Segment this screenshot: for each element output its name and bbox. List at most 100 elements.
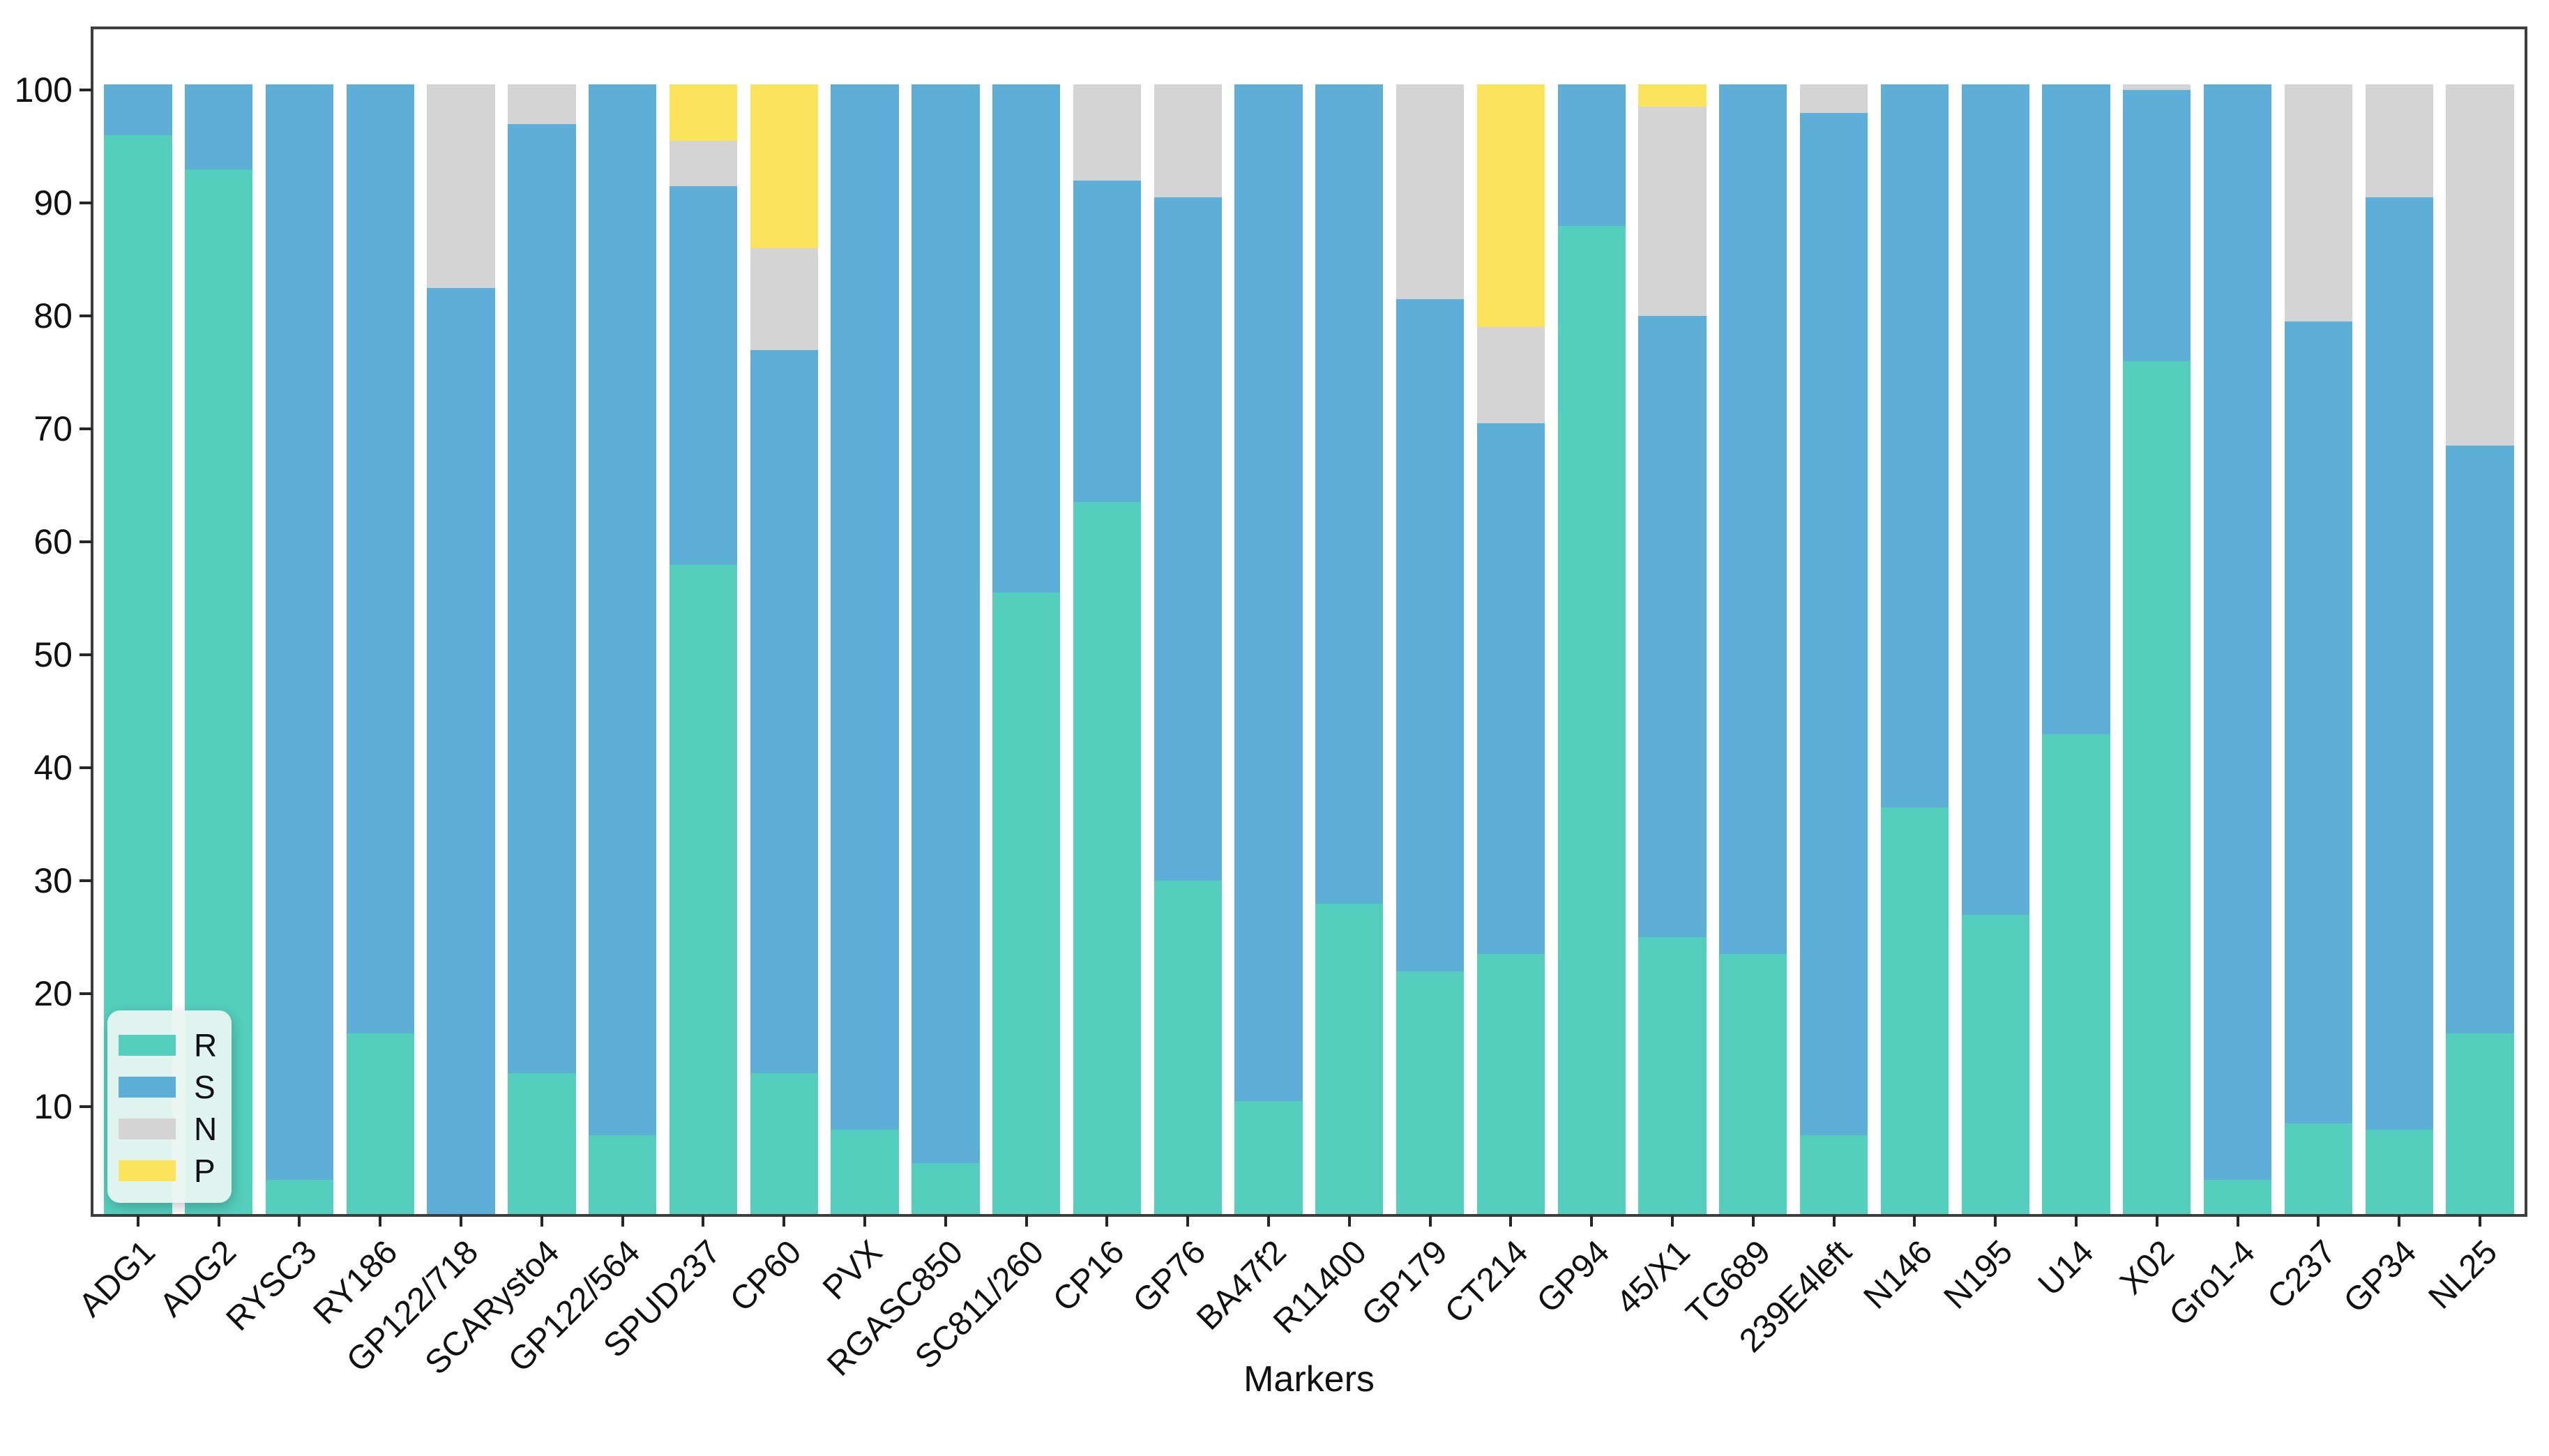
x-tick-RYSC3 — [298, 1215, 301, 1227]
segment-R-GP94 — [1557, 225, 1626, 1214]
segment-R-GP34 — [2365, 1129, 2433, 1214]
y-tick-20 — [80, 992, 92, 995]
x-tick-label-Gro1-4: Gro1-4 — [2162, 1233, 2262, 1333]
segment-P-45/X1 — [1638, 84, 1707, 107]
segment-S-PVX — [831, 84, 899, 1130]
x-tick-N195 — [1994, 1215, 1997, 1227]
bar-slot-SC811/260: SC811/260 — [908, 29, 1067, 1377]
segment-S-CP60 — [750, 349, 818, 1073]
bar-slot-GP122/718: GP122/718 — [340, 29, 501, 1379]
segment-N-GP76 — [1154, 84, 1222, 198]
y-tick-40 — [80, 766, 92, 769]
x-tick-RY186 — [379, 1215, 382, 1227]
stacked-bar-X02 — [2123, 84, 2191, 1214]
x-tick-GP122/718 — [460, 1215, 463, 1227]
stacked-bar-PVX — [831, 84, 899, 1214]
segment-R-GP179 — [1396, 971, 1465, 1214]
legend-swatch-S — [119, 1077, 176, 1098]
segment-S-SCARysto4 — [508, 123, 576, 1073]
legend-swatch-N — [119, 1118, 176, 1139]
segment-S-N195 — [1961, 84, 2029, 915]
y-tick-100 — [80, 89, 92, 91]
x-tick-GP94 — [1590, 1215, 1594, 1227]
bar-slot-N146: N146 — [1856, 29, 1956, 1316]
segment-R-GP122/564 — [589, 1135, 657, 1214]
x-tick-ADG1 — [136, 1215, 139, 1227]
plot-area: ADG1 ADG2 RYSC3 RY186 GP122/718 SCARysto4 GP12… — [15, 26, 2527, 1383]
stacked-bar-TG689 — [1719, 84, 1787, 1214]
segment-S-239E4left — [1800, 112, 1868, 1135]
legend-swatch-R — [119, 1035, 176, 1056]
x-tick-label-RYSC3: RYSC3 — [219, 1233, 324, 1338]
segment-S-NL25 — [2446, 446, 2514, 1033]
y-tick-label-30: 30 — [33, 861, 73, 900]
segment-S-GP94 — [1557, 84, 1626, 226]
segment-S-BA47f2 — [1234, 84, 1303, 1101]
x-tick-239E4left — [1832, 1215, 1836, 1227]
segment-R-U14 — [2042, 734, 2110, 1214]
legend-swatch-P — [119, 1160, 176, 1181]
y-tick-label-10: 10 — [33, 1087, 73, 1126]
segment-R-CP60 — [750, 1072, 818, 1214]
segment-N-C237 — [2284, 84, 2353, 322]
x-tick-CP16 — [1105, 1215, 1109, 1227]
segment-N-239E4left — [1800, 84, 1868, 113]
stacked-bar-N195 — [1961, 84, 2029, 1214]
x-tick-label-X02: X02 — [2113, 1233, 2182, 1302]
x-tick-label-C237: C237 — [2260, 1233, 2343, 1317]
bar-slot-U14: U14 — [2032, 29, 2117, 1303]
stacked-bar-GP122/564 — [589, 84, 657, 1214]
x-tick-CT214 — [1509, 1215, 1513, 1227]
bar-slot-RY186: RY186 — [307, 29, 421, 1332]
stacked-bar-CP60 — [750, 84, 818, 1214]
segment-R-NL25 — [2446, 1033, 2514, 1214]
segment-R-C237 — [2284, 1123, 2353, 1214]
x-tick-label-U14: U14 — [2031, 1233, 2101, 1303]
segment-S-Gro1-4 — [2203, 84, 2272, 1181]
bar-slot-GP76: GP76 — [1126, 29, 1228, 1320]
segment-N-SCARysto4 — [508, 84, 576, 124]
x-tick-Gro1-4 — [2236, 1215, 2239, 1227]
segment-R-CT214 — [1476, 954, 1545, 1214]
x-tick-U14 — [2075, 1215, 2078, 1227]
segment-S-45/X1 — [1638, 316, 1707, 938]
stacked-bars-container: ADG1 ADG2 RYSC3 RY186 GP122/718 SCARysto4 GP12… — [72, 29, 2525, 1383]
x-tick-N146 — [1913, 1215, 1916, 1227]
segment-S-GP76 — [1154, 197, 1222, 881]
segment-R-239E4left — [1800, 1135, 1868, 1214]
x-axis-title: Markers — [1243, 1359, 1375, 1400]
x-tick-label-ADG1: ADG1 — [72, 1233, 163, 1324]
segment-S-RYSC3 — [265, 84, 334, 1181]
x-tick-R11400 — [1347, 1215, 1351, 1227]
legend-item-P: P — [119, 1155, 219, 1187]
segment-N-CP16 — [1073, 84, 1142, 181]
y-tick-10 — [80, 1105, 92, 1108]
segment-N-X02 — [2123, 84, 2191, 91]
bar-slot-RYSC3: RYSC3 — [220, 29, 340, 1338]
segment-S-SPUD237 — [669, 185, 738, 565]
segment-R-R11400 — [1315, 903, 1384, 1214]
x-tick-BA47f2 — [1267, 1215, 1271, 1227]
bar-slot-GP94: GP94 — [1529, 29, 1632, 1320]
legend-item-R: R — [119, 1029, 219, 1061]
legend-label-N: N — [194, 1111, 218, 1147]
bar-slot-RGASC850: RGASC850 — [820, 29, 986, 1383]
y-tick-50 — [80, 653, 92, 656]
stacked-bar-GP76 — [1154, 84, 1222, 1214]
segment-R-TG689 — [1719, 954, 1787, 1214]
stacked-bar-GP34 — [2365, 84, 2433, 1214]
segment-R-X02 — [2123, 361, 2191, 1214]
stacked-bar-U14 — [2042, 84, 2110, 1214]
legend-item-N: N — [119, 1113, 219, 1145]
x-tick-NL25 — [2479, 1215, 2481, 1227]
segment-S-GP34 — [2365, 197, 2433, 1130]
stacked-bar-GP179 — [1396, 84, 1465, 1214]
segment-P-CP60 — [750, 84, 818, 248]
segment-S-RGASC850 — [912, 84, 980, 1164]
bar-slot-GP179: GP179 — [1355, 29, 1471, 1333]
x-tick-GP122/564 — [621, 1215, 624, 1227]
y-tick-label-60: 60 — [33, 522, 73, 561]
x-tick-RGASC850 — [944, 1215, 947, 1227]
stacked-bar-NL25 — [2446, 84, 2514, 1214]
